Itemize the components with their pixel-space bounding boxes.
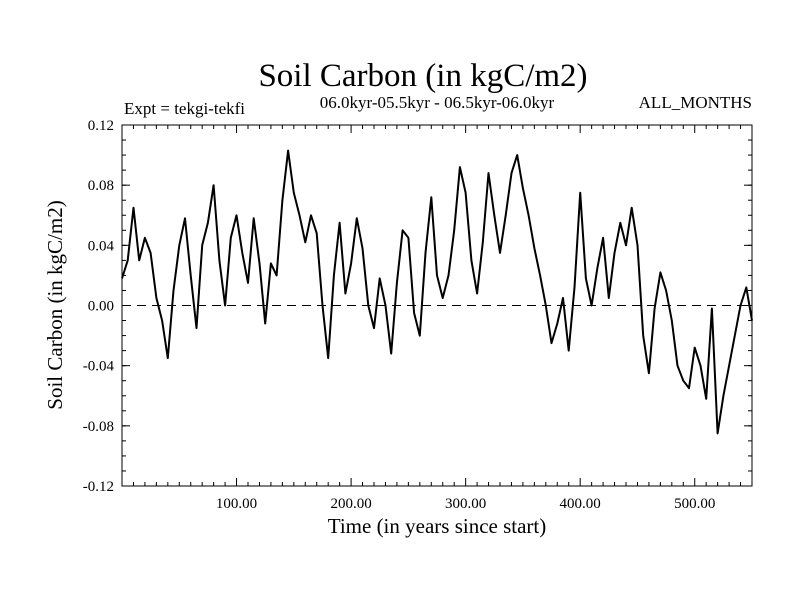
y-tick-label: -0.12 [83,479,114,495]
y-tick-label: -0.04 [83,359,115,375]
chart-subtitle: 06.0kyr-05.5kyr - 06.5kyr-06.0kyr [320,93,555,112]
y-tick-label: 0.00 [88,299,114,315]
y-tick-label: 0.12 [88,118,114,134]
y-axis-title: Soil Carbon (in kgC/m2) [43,200,67,409]
x-tick-label: 100.00 [216,496,257,512]
chart-title: Soil Carbon (in kgC/m2) [258,58,587,94]
y-tick-label: 0.04 [88,238,115,254]
series-line [121,149,753,435]
y-tick-label: -0.08 [83,419,114,435]
x-tick-label: 500.00 [674,496,715,512]
y-tick-label: 0.08 [88,178,114,194]
x-tick-label: 200.00 [330,496,371,512]
experiment-label: Expt = tekgi-tekfi [124,99,245,118]
x-tick-label: 400.00 [560,496,601,512]
x-tick-label: 300.00 [445,496,486,512]
x-axis-title: Time (in years since start) [328,514,547,538]
axes: 0.12 0.08 0.04 0.00 -0.04 -0.08 -0.12 100.00 200… [83,118,752,512]
months-label: ALL_MONTHS [639,93,752,112]
data-marks [121,149,753,435]
